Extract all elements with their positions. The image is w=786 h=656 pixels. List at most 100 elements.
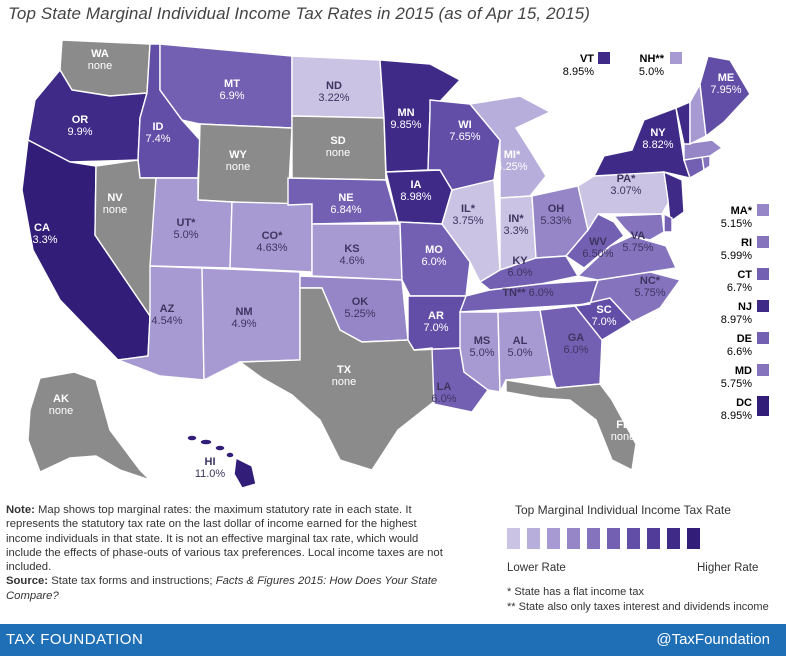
legend-swatch: [607, 528, 620, 549]
label-NM: NM 4.9%: [231, 306, 256, 330]
callout-VT: VT 8.95%: [563, 53, 594, 78]
label-ID: ID 7.4%: [145, 121, 170, 145]
label-AK: AK none: [49, 393, 73, 417]
label-WY: WY none: [226, 149, 250, 173]
state-MD: [612, 213, 665, 241]
twitter-handle[interactable]: @TaxFoundation: [656, 631, 770, 648]
state-FL: [505, 379, 637, 472]
state-RI: [701, 155, 711, 172]
label-AZ: AZ 4.54%: [151, 303, 182, 327]
callout-CT: CT 6.7%: [727, 269, 752, 294]
label-MN: MN 9.85%: [390, 107, 421, 131]
state-MA: [683, 139, 724, 161]
label-SC: SC 7.0%: [591, 304, 616, 328]
label-KY: KY 6.0%: [507, 255, 532, 279]
state-NJ: [663, 170, 685, 224]
legend-scale: [507, 528, 700, 549]
label-MS: MS 5.0%: [469, 335, 494, 359]
callout-NH: NH** 5.0%: [639, 53, 665, 78]
label-WI: WI 7.65%: [449, 119, 480, 143]
legend-swatch: [527, 528, 540, 549]
map-note: Note: Map shows top marginal rates: the …: [6, 503, 446, 603]
state-ME: [699, 55, 751, 138]
legend-swatch: [667, 528, 680, 549]
note-text: Map shows top marginal rates: the maximu…: [6, 504, 443, 574]
state-DE: [663, 212, 673, 233]
swatch-DE: [757, 332, 769, 344]
state-AK: [27, 371, 151, 481]
label-CO: CO* 4.63%: [256, 230, 287, 254]
swatch-NJ: [757, 300, 769, 312]
swatch-CT: [757, 268, 769, 280]
label-UT: UT* 5.0%: [173, 217, 198, 241]
footnote-flat: * State has a flat income tax: [507, 586, 644, 598]
state-VA: [576, 235, 678, 281]
legend-title: Top Marginal Individual Income Tax Rate: [515, 503, 731, 517]
label-ME: ME 7.95%: [710, 72, 741, 96]
footer-bar: TAX FOUNDATION @TaxFoundation: [0, 624, 786, 656]
state-AL: [497, 309, 553, 393]
label-GA: GA 6.0%: [563, 332, 588, 356]
label-TX: TX none: [332, 364, 356, 388]
legend-low-label: Lower Rate: [507, 562, 566, 574]
label-MO: MO 6.0%: [421, 244, 446, 268]
swatch-MA: [757, 204, 769, 216]
legend-swatch: [687, 528, 700, 549]
label-AR: AR 7.0%: [423, 310, 448, 334]
label-AL: AL 5.0%: [507, 335, 532, 359]
label-TN: TN** 6.0%: [502, 287, 554, 299]
state-MI: [468, 95, 552, 199]
swatch-MD: [757, 364, 769, 376]
label-OR: OR 9.9%: [67, 114, 92, 138]
label-IL: IL* 3.75%: [452, 203, 483, 227]
legend-high-label: Higher Rate: [697, 562, 759, 574]
callout-RI: RI 5.99%: [721, 237, 752, 262]
label-MI: MI* 4.25%: [496, 149, 527, 173]
legend-swatch: [627, 528, 640, 549]
label-MT: MT 6.9%: [219, 78, 244, 102]
label-IN: IN* 3.3%: [503, 213, 528, 237]
source-text: State tax forms and instructions;: [51, 575, 213, 588]
label-NY: NY 8.82%: [642, 127, 673, 151]
state-TX: [237, 287, 437, 471]
legend-swatch: [587, 528, 600, 549]
callout-MD: MD 5.75%: [721, 365, 752, 390]
footnote-interest: ** State also only taxes interest and di…: [507, 601, 769, 613]
swatch-NH: [670, 52, 682, 64]
source-label: Source:: [6, 575, 49, 588]
label-NE: NE 6.84%: [330, 192, 361, 216]
label-OK: OK 5.25%: [344, 296, 375, 320]
callout-MA: MA* 5.15%: [721, 205, 753, 230]
label-WA: WA none: [88, 48, 112, 72]
brand-name: TAX FOUNDATION: [6, 631, 144, 648]
label-FL: FL none: [611, 419, 635, 443]
label-OH: OH 5.33%: [540, 203, 571, 227]
callout-NJ: NJ 8.97%: [721, 301, 752, 326]
note-label: Note:: [6, 504, 35, 516]
swatch-VT: [598, 52, 610, 64]
label-LA: LA 6.0%: [431, 381, 456, 405]
legend-swatch: [647, 528, 660, 549]
legend-swatch: [547, 528, 560, 549]
legend-swatch: [567, 528, 580, 549]
label-IA: IA 8.98%: [400, 179, 431, 203]
label-VA: VA 5.75%: [622, 230, 653, 254]
label-NC: NC* 5.75%: [634, 275, 665, 299]
legend-swatch: [507, 528, 520, 549]
source-title: Facts & Figures 2015: How Does Your Stat…: [6, 575, 438, 602]
label-CA: CA 13.3%: [26, 222, 57, 246]
label-ND: ND 3.22%: [318, 80, 349, 104]
label-HI: HI 11.0%: [195, 456, 226, 480]
label-KS: KS 4.6%: [339, 243, 364, 267]
label-WV: WV 6.50%: [582, 236, 613, 260]
label-NV: NV none: [103, 192, 127, 216]
label-PA: PA* 3.07%: [610, 173, 641, 197]
callout-DC: DC 8.95%: [721, 397, 752, 422]
us-map: WA none OR 9.9% CA 13.3% ID 7.4% NV none MT 6.9% WY n…: [21, 39, 769, 489]
callout-DE: DE 6.6%: [727, 333, 752, 358]
swatch-RI: [757, 236, 769, 248]
label-SD: SD none: [326, 135, 350, 159]
state-HI: [186, 434, 257, 489]
swatch-DC: [757, 396, 769, 408]
map-title: Top State Marginal Individual Income Tax…: [8, 4, 591, 23]
